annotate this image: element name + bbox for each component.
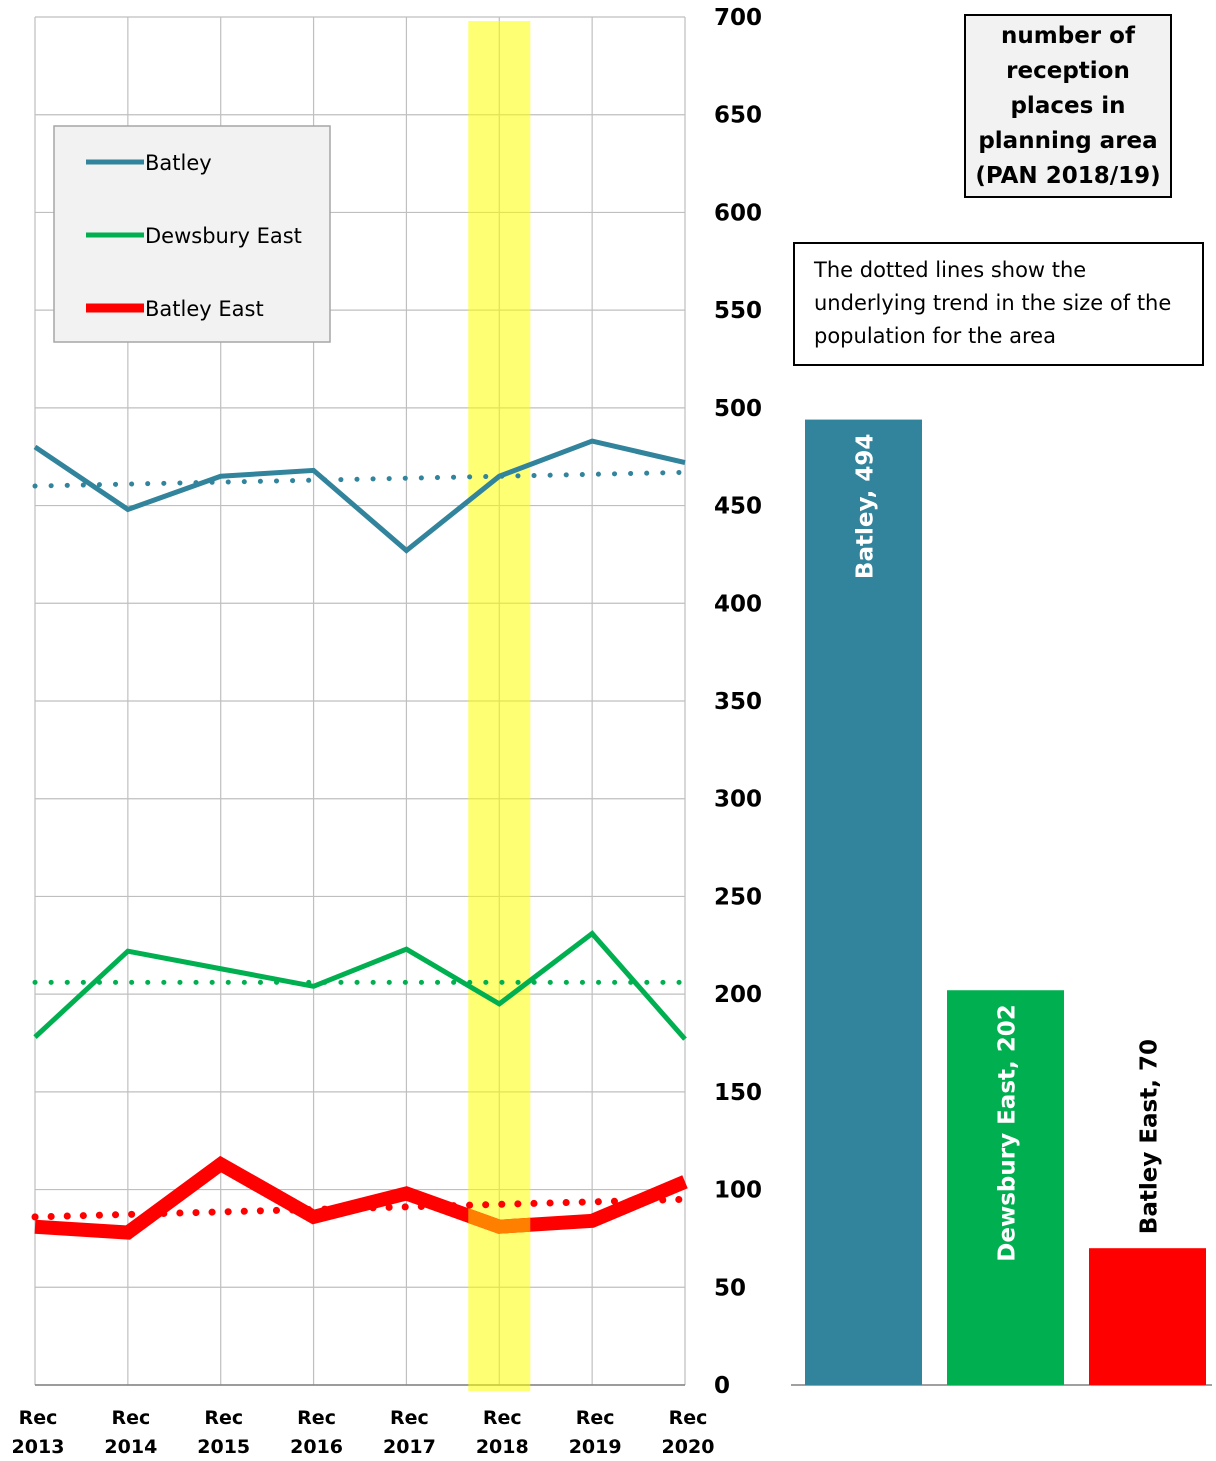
grid-lines <box>34 16 686 1386</box>
series-line-dewsbury-east <box>33 930 687 1041</box>
x-tick-label: Rec 2015 <box>197 1407 250 1458</box>
highlight-band-rec-2018 <box>468 21 531 1391</box>
y-tick-label: 150 <box>714 1080 762 1106</box>
x-tick-label: Rec 2016 <box>290 1407 343 1458</box>
x-tick-label: Rec 2017 <box>383 1407 436 1458</box>
trend-note: The dotted lines show the underlying tre… <box>793 242 1204 366</box>
y-tick-label: 550 <box>714 298 762 324</box>
y-tick-label: 450 <box>714 494 762 520</box>
x-tick-label: Rec 2014 <box>104 1407 157 1458</box>
y-tick-label: 250 <box>714 884 762 910</box>
series-line-batley <box>33 438 686 554</box>
bar-batley-east <box>1089 1248 1206 1385</box>
y-tick-label: 700 <box>714 5 762 31</box>
y-tick-label: 50 <box>714 1275 746 1301</box>
x-axis-ticks: Rec 2013 Rec 2014 Rec 2015 Rec 2016 Rec 2017 Rec 20… <box>12 1407 715 1458</box>
bar-batley <box>805 419 922 1385</box>
y-tick-label: 200 <box>714 982 762 1008</box>
bar-label-batley-east: Batley East, 70 <box>1137 1039 1163 1234</box>
y-tick-label: 650 <box>714 103 762 129</box>
x-tick-label: Rec 2020 <box>662 1407 715 1458</box>
legend-label-batley: Batley <box>145 151 212 175</box>
pan-bars: Batley, 494 Dewsbury East, 202 Batley East… <box>791 419 1212 1386</box>
y-tick-label: 400 <box>714 591 762 617</box>
bar-dewsbury-east <box>947 990 1064 1385</box>
series-line-batley-east <box>34 1155 688 1240</box>
bar-label-dewsbury-east: Dewsbury East, 202 <box>995 1004 1021 1261</box>
x-tick-label: Rec 2013 <box>12 1407 65 1458</box>
y-tick-label: 0 <box>714 1373 730 1399</box>
y-tick-label: 100 <box>714 1178 762 1204</box>
series-lines <box>33 438 688 1240</box>
y-tick-label: 350 <box>714 689 762 715</box>
bar-chart-title: number of reception places in planning a… <box>964 14 1172 198</box>
bar-label-batley: Batley, 494 <box>853 434 879 580</box>
y-tick-label: 600 <box>714 200 762 226</box>
y-tick-label: 500 <box>714 396 762 422</box>
legend-label-batley-east: Batley East <box>145 297 264 321</box>
y-tick-label: 300 <box>714 787 762 813</box>
y-axis-ticks: 0 50 100 150 200 250 300 350 400 450 500 550 600 650 7… <box>714 5 762 1399</box>
legend: Batley Dewsbury East Batley East <box>53 125 331 343</box>
x-tick-label: Rec 2019 <box>569 1407 622 1458</box>
x-tick-label: Rec 2018 <box>476 1407 529 1458</box>
legend-label-dewsbury-east: Dewsbury East <box>145 224 302 248</box>
